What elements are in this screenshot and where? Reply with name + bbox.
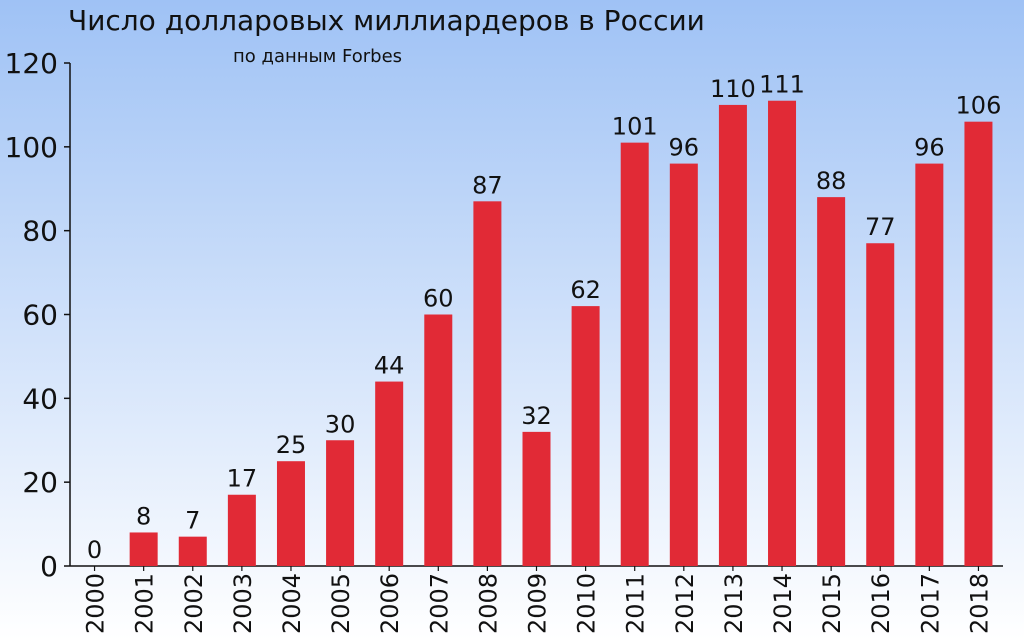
y-tick-label: 100 xyxy=(5,131,58,164)
data-label-2000: 0 xyxy=(87,536,102,564)
bar-2003 xyxy=(227,494,256,566)
x-tick-label-2016: 2016 xyxy=(867,573,895,634)
x-tick-label-2004: 2004 xyxy=(278,573,306,634)
y-tick-label: 0 xyxy=(40,550,58,583)
x-tick-label-2011: 2011 xyxy=(622,573,650,634)
bar-2017 xyxy=(915,163,944,566)
bar-2007 xyxy=(424,314,453,566)
chart-title: Число долларовых миллиардеров в России xyxy=(68,4,705,37)
chart-subtitle: по данным Forbes xyxy=(233,46,402,67)
data-label-2009: 32 xyxy=(521,402,552,430)
y-tick-label: 80 xyxy=(22,215,58,248)
data-label-2004: 25 xyxy=(276,431,307,459)
data-label-2001: 8 xyxy=(136,502,151,530)
data-label-2003: 17 xyxy=(227,465,258,493)
y-tick-label: 20 xyxy=(22,466,58,499)
bar-2018 xyxy=(964,121,993,566)
data-label-2007: 60 xyxy=(423,285,454,313)
data-label-2016: 77 xyxy=(865,213,896,241)
x-tick-label-2001: 2001 xyxy=(131,573,159,634)
data-label-2014: 111 xyxy=(759,71,805,99)
bar-2015 xyxy=(817,197,846,566)
bar-2004 xyxy=(276,461,305,566)
data-label-2013: 110 xyxy=(710,75,756,103)
data-label-2008: 87 xyxy=(472,171,503,199)
x-tick-label-2018: 2018 xyxy=(965,573,993,634)
data-label-2006: 44 xyxy=(374,352,405,380)
data-label-2012: 96 xyxy=(669,134,700,162)
data-label-2005: 30 xyxy=(325,410,356,438)
x-tick-label-2017: 2017 xyxy=(916,573,944,634)
x-tick-label-2008: 2008 xyxy=(474,573,502,634)
bar-2016 xyxy=(866,243,895,566)
x-tick-label-2010: 2010 xyxy=(573,573,601,634)
x-tick-label-2003: 2003 xyxy=(229,573,257,634)
data-label-2010: 62 xyxy=(570,276,601,304)
x-tick-label-2009: 2009 xyxy=(524,573,552,634)
bar-2009 xyxy=(522,431,551,566)
bars xyxy=(129,100,993,567)
x-tick-label-2000: 2000 xyxy=(82,573,110,634)
bar-2008 xyxy=(473,201,502,566)
bar-2014 xyxy=(768,100,797,566)
x-tick-label-2006: 2006 xyxy=(376,573,404,634)
data-label-2017: 96 xyxy=(914,134,945,162)
bar-2005 xyxy=(326,440,355,566)
x-tick-label-2002: 2002 xyxy=(180,573,208,634)
bar-2011 xyxy=(620,142,649,566)
y-tick-label: 60 xyxy=(22,299,58,332)
y-tick-label: 120 xyxy=(5,47,58,80)
bar-2001 xyxy=(129,532,158,566)
data-label-2018: 106 xyxy=(956,92,1002,120)
x-tick-label-2015: 2015 xyxy=(818,573,846,634)
bar-2010 xyxy=(571,306,600,566)
data-label-2002: 7 xyxy=(185,507,200,535)
x-tick-label-2014: 2014 xyxy=(769,573,797,634)
bar-2013 xyxy=(718,104,747,567)
x-tick-label-2005: 2005 xyxy=(327,573,355,634)
bar-2006 xyxy=(375,381,404,566)
bar-2002 xyxy=(178,536,207,566)
data-label-2015: 88 xyxy=(816,167,847,195)
y-tick-label: 40 xyxy=(22,382,58,415)
data-label-2011: 101 xyxy=(612,113,658,141)
x-tick-label-2013: 2013 xyxy=(720,573,748,634)
bar-2012 xyxy=(669,163,698,566)
x-tick-label-2012: 2012 xyxy=(671,573,699,634)
x-tick-label-2007: 2007 xyxy=(425,573,453,634)
